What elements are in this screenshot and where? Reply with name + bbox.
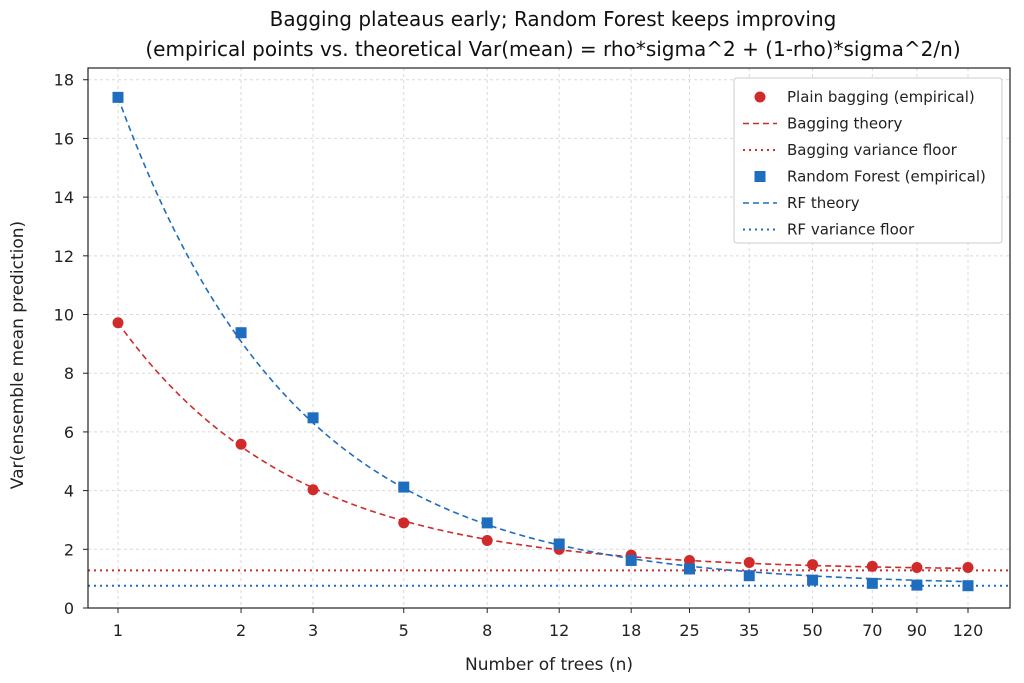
bagging-point [866, 560, 878, 572]
chart-subtitle: (empirical points vs. theoretical Var(me… [145, 37, 960, 61]
bagging-point [235, 438, 247, 450]
rf-point [911, 579, 923, 591]
y-tick-label: 4 [64, 482, 74, 501]
rf-point [398, 481, 410, 493]
y-tick-label: 14 [54, 188, 74, 207]
y-tick-label: 18 [54, 71, 74, 90]
y-tick-label: 10 [54, 306, 74, 325]
legend-marker-square [754, 171, 766, 182]
y-tick-label: 16 [54, 129, 74, 148]
rf-point [235, 327, 247, 339]
bagging-point [807, 559, 819, 571]
bagging-point [481, 535, 493, 546]
bagging-point [112, 317, 124, 329]
theory-curve [117, 97, 969, 583]
legend-marker-circle [754, 91, 766, 103]
rf-point [112, 91, 124, 103]
x-tick-label: 12 [549, 621, 569, 640]
x-tick-label: 25 [679, 621, 699, 640]
x-tick-label: 18 [621, 621, 641, 640]
theory-curve [117, 322, 969, 570]
x-tick-label: 35 [739, 621, 759, 640]
y-axis-label: Var(ensemble mean prediction) [8, 221, 28, 489]
rf-point [962, 580, 974, 592]
empirical-markers [112, 91, 974, 592]
plot-frame [87, 67, 1011, 609]
theory-curves [117, 97, 969, 583]
bagging-point [683, 554, 695, 566]
y-tick-label: 2 [64, 540, 74, 559]
rf-point [807, 574, 819, 586]
legend-label: Random Forest (empirical) [787, 168, 986, 186]
x-axis-label: Number of trees (n) [465, 655, 633, 675]
bagging-point [307, 484, 319, 496]
y-axis-ticks: 0 2 4 6 8 10 12 14 16 18 [54, 71, 88, 618]
legend-box [733, 77, 1003, 244]
bagging-point [398, 517, 410, 529]
rf-point [683, 563, 695, 575]
rf-point [553, 538, 565, 550]
legend-label: Bagging theory [787, 115, 902, 133]
x-tick-label: 8 [482, 621, 492, 640]
variance-floors [88, 569, 1010, 587]
bagging-point [911, 562, 923, 573]
y-tick-label: 0 [64, 599, 74, 618]
x-tick-label: 90 [907, 621, 927, 640]
legend-label: Bagging variance floor [787, 141, 958, 159]
x-tick-label: 5 [399, 621, 409, 640]
x-tick-label: 50 [802, 621, 822, 640]
y-tick-label: 6 [64, 423, 74, 442]
legend-label: RF variance floor [787, 221, 915, 239]
rf-point [743, 570, 755, 582]
x-tick-label: 70 [862, 621, 882, 640]
rf-point [307, 412, 319, 424]
rf-point [866, 577, 878, 589]
chart-title: Bagging plateaus early; Random Forest ke… [270, 7, 837, 31]
bagging-point [743, 557, 755, 569]
y-tick-label: 12 [54, 247, 74, 266]
x-tick-label: 120 [953, 621, 984, 640]
bagging-point [962, 562, 974, 573]
y-tick-label: 8 [64, 364, 74, 383]
x-tick-label: 1 [113, 621, 123, 640]
rf-point [625, 554, 637, 566]
x-tick-label: 3 [308, 621, 318, 640]
rf-point [481, 517, 493, 529]
x-axis-ticks: 1 2 3 5 8 12 18 25 35 50 70 90 120 [113, 608, 983, 640]
legend-label: RF theory [787, 194, 860, 212]
legend: Plain bagging (empirical) Bagging theory B… [733, 77, 1003, 244]
legend-label: Plain bagging (empirical) [787, 88, 975, 106]
x-tick-label: 2 [236, 621, 246, 640]
